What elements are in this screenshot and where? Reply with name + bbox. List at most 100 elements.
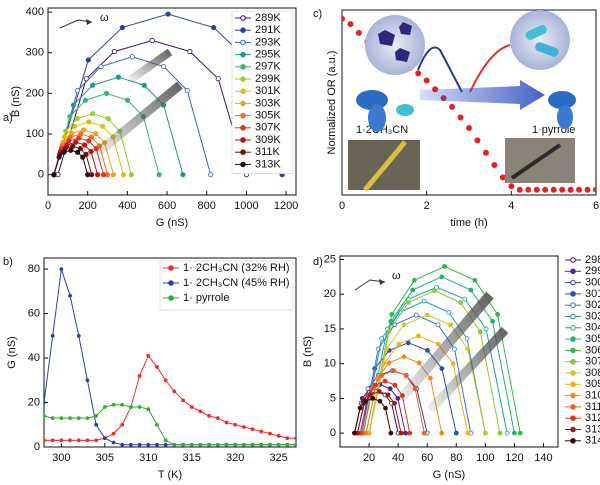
legend-label: 1· 2CH₃CN (45% RH) bbox=[183, 277, 290, 289]
data-point bbox=[76, 135, 82, 141]
data-point bbox=[385, 392, 391, 398]
data-point bbox=[76, 333, 81, 338]
legend-marker bbox=[570, 257, 576, 263]
data-point bbox=[410, 287, 416, 293]
omega-label: ω bbox=[100, 12, 109, 24]
data-point bbox=[439, 430, 445, 436]
legend-label: 305K bbox=[585, 333, 600, 345]
legend-label: 299K bbox=[255, 73, 281, 85]
legend-label: 303K bbox=[585, 310, 600, 322]
data-point bbox=[68, 147, 74, 153]
omega-arrow-head bbox=[379, 279, 385, 285]
data-point bbox=[359, 395, 365, 401]
data-point bbox=[401, 354, 407, 360]
x-axis-label: G (nS) bbox=[433, 469, 465, 481]
legend-marker bbox=[570, 302, 576, 309]
data-point bbox=[497, 430, 503, 436]
panel-label: d) bbox=[313, 256, 323, 268]
legend-marker bbox=[570, 426, 576, 433]
x-tick-label: 4 bbox=[508, 200, 514, 212]
x-tick-label: 305 bbox=[96, 452, 114, 464]
legend-label: 313K bbox=[585, 423, 600, 435]
trend-arrow bbox=[127, 48, 173, 84]
data-point bbox=[156, 172, 162, 178]
data-point bbox=[215, 442, 220, 447]
data-point bbox=[141, 82, 147, 88]
data-point bbox=[259, 442, 264, 447]
data-point bbox=[434, 284, 440, 290]
photo-detail bbox=[510, 143, 562, 180]
plot-frame bbox=[341, 9, 597, 196]
data-point bbox=[396, 341, 402, 347]
series-line bbox=[44, 354, 296, 441]
data-point bbox=[85, 416, 90, 420]
data-point bbox=[388, 430, 394, 436]
panel: b) 300 305 310 315 320 325 0 20 40 60 80 T (K) G (nS)… bbox=[3, 256, 297, 481]
data-point bbox=[416, 333, 421, 339]
y-tick-label: 0 bbox=[330, 427, 336, 439]
data-point bbox=[483, 326, 489, 332]
legend-marker bbox=[240, 51, 246, 58]
data-point bbox=[189, 442, 194, 447]
data-point bbox=[584, 186, 591, 193]
data-point bbox=[464, 336, 470, 342]
data-point bbox=[525, 186, 532, 193]
data-point bbox=[128, 172, 134, 178]
complex-icon bbox=[548, 91, 576, 109]
data-point bbox=[90, 111, 96, 117]
legend-label: 295K bbox=[255, 49, 281, 61]
data-point bbox=[86, 138, 92, 144]
data-point bbox=[224, 420, 229, 425]
legend-label: 309K bbox=[585, 378, 600, 390]
legend-label: 313K bbox=[255, 158, 281, 170]
data-point bbox=[386, 329, 392, 335]
data-point bbox=[155, 365, 159, 369]
data-point bbox=[342, 15, 345, 22]
data-point bbox=[442, 264, 448, 269]
legend-marker bbox=[240, 100, 246, 107]
data-point bbox=[405, 340, 411, 346]
legend-marker bbox=[240, 64, 246, 70]
data-point bbox=[189, 405, 194, 409]
x-axis-label: G (nS) bbox=[156, 217, 188, 229]
data-point bbox=[294, 436, 296, 441]
bubble bbox=[510, 10, 570, 70]
y-axis-label: G (nS) bbox=[6, 336, 18, 368]
legend-label: 301K bbox=[585, 288, 600, 300]
legend-marker bbox=[570, 415, 576, 422]
data-point bbox=[368, 392, 373, 398]
data-point bbox=[161, 63, 167, 70]
data-point bbox=[449, 103, 456, 110]
data-point bbox=[76, 438, 81, 443]
data-point bbox=[421, 430, 427, 436]
legend-label: 311K bbox=[585, 401, 600, 413]
data-point bbox=[77, 146, 83, 152]
data-point bbox=[105, 115, 111, 122]
data-point bbox=[137, 442, 142, 447]
data-point bbox=[413, 312, 419, 318]
legend-marker bbox=[168, 265, 174, 271]
data-point bbox=[384, 346, 389, 352]
y-tick-label: 80 bbox=[28, 263, 40, 275]
data-point bbox=[181, 442, 185, 447]
data-point bbox=[379, 373, 384, 378]
plot-frame bbox=[47, 7, 297, 196]
data-point bbox=[86, 119, 92, 125]
data-point bbox=[439, 274, 445, 280]
data-point bbox=[233, 442, 238, 447]
legend-label: 293K bbox=[255, 36, 281, 48]
legend-marker bbox=[570, 291, 576, 297]
data-point bbox=[415, 70, 422, 77]
y-tick-label: 20 bbox=[28, 396, 40, 408]
data-point bbox=[207, 442, 212, 447]
data-point bbox=[155, 422, 159, 427]
data-point bbox=[85, 438, 90, 443]
data-point bbox=[198, 409, 203, 414]
data-point bbox=[593, 186, 596, 193]
data-point bbox=[392, 382, 398, 388]
data-point bbox=[59, 416, 64, 420]
y-tick-label: 40 bbox=[28, 352, 40, 364]
y-tick-label: 60 bbox=[28, 307, 40, 319]
data-point bbox=[383, 405, 388, 411]
